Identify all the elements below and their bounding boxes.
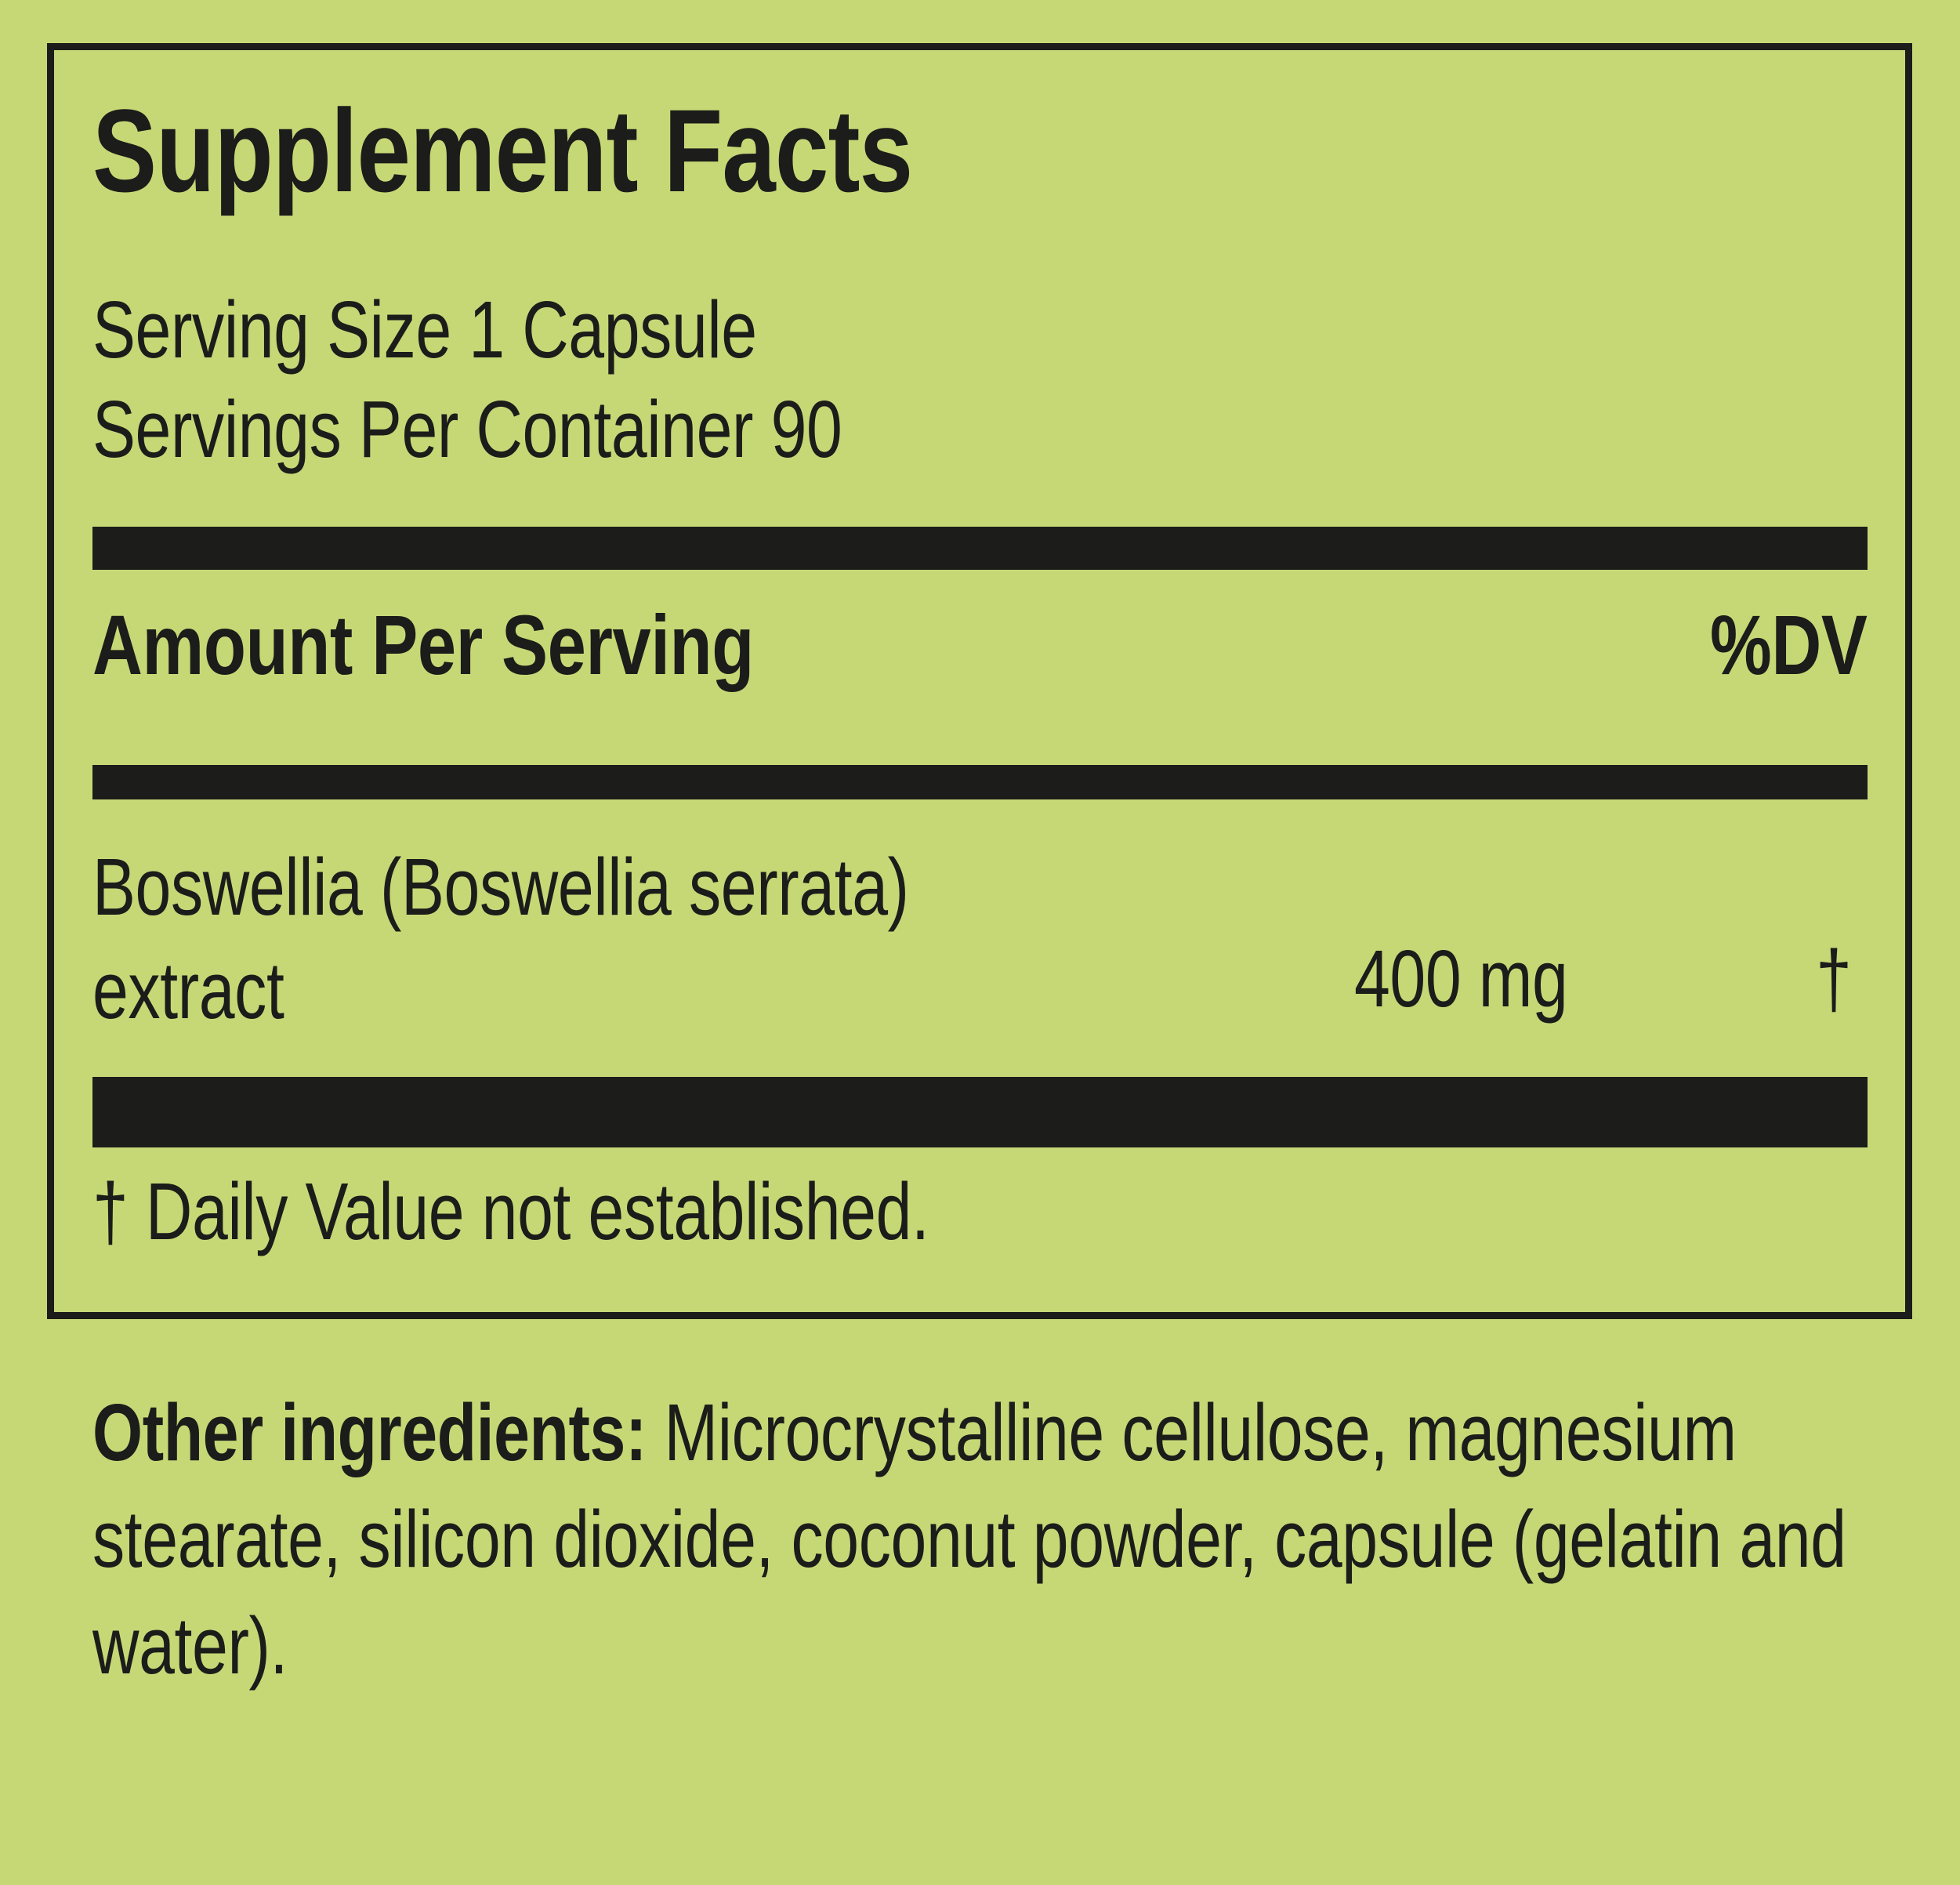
amount-per-serving-label: Amount Per Serving — [92, 597, 754, 692]
supplement-facts-title: Supplement Facts — [92, 85, 913, 216]
rule-below-ingredients — [92, 1077, 1868, 1147]
ingredient-name: Boswellia (Boswellia serrata) extract — [92, 842, 909, 1035]
ingredient-amount: 400 mg — [1354, 933, 1568, 1024]
daily-value-footnote: † Daily Value not established. — [92, 1166, 929, 1256]
ingredient-daily-value: † — [1816, 933, 1852, 1024]
percent-dv-label: %DV — [1710, 597, 1868, 692]
rule-above-amount-header — [92, 527, 1868, 570]
serving-info: Serving Size 1 Capsule Servings Per Cont… — [92, 289, 1868, 488]
table-row: Boswellia (Boswellia serrata) extract 40… — [92, 836, 1868, 1071]
serving-size-line: Serving Size 1 Capsule — [92, 285, 757, 375]
servings-per-container-line: Servings Per Container 90 — [92, 384, 842, 474]
amount-per-serving-header-row: Amount Per Serving %DV — [92, 603, 1868, 705]
rule-below-amount-header — [92, 765, 1868, 799]
other-ingredients-text-wrap: Other ingredients: Microcrystalline cell… — [92, 1379, 1895, 1699]
other-ingredients-block: Other ingredients: Microcrystalline cell… — [92, 1379, 1895, 1699]
other-ingredients-label: Other ingredients: — [92, 1387, 647, 1477]
other-ingredients-list: Microcrystalline cellulose, magnesium st… — [92, 1387, 1846, 1691]
supplement-facts-panel: Supplement Facts Serving Size 1 Capsule … — [47, 43, 1912, 1319]
